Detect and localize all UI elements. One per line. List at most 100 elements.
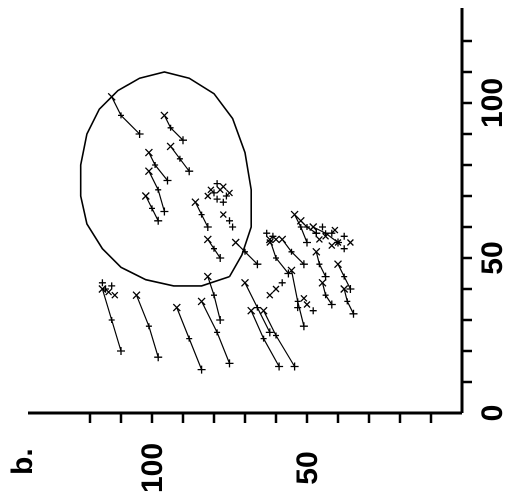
cross-marker (265, 235, 274, 244)
cross-marker (203, 272, 212, 281)
cross-marker (290, 210, 299, 219)
plus-marker (278, 279, 286, 287)
trail (144, 167, 169, 216)
plus-marker (254, 304, 261, 311)
cross-marker (207, 186, 215, 194)
cross-marker (266, 291, 274, 299)
cross-marker (340, 285, 349, 293)
trail (340, 285, 358, 318)
cross-marker (272, 235, 280, 243)
plus-marker (185, 167, 194, 176)
trail (312, 247, 330, 281)
plus-marker (214, 329, 221, 336)
x-tick-label: 50 (476, 241, 509, 274)
cross-marker (259, 306, 268, 315)
plus-marker (211, 292, 217, 299)
trail (334, 260, 355, 293)
cross-marker (231, 238, 240, 247)
plus-marker (117, 347, 125, 355)
plus-marker (167, 124, 174, 131)
plus-marker (163, 176, 172, 185)
plus-marker (340, 232, 348, 240)
plus-marker (284, 269, 293, 278)
trail-line (148, 170, 165, 212)
trail (231, 238, 262, 269)
trail (290, 210, 311, 247)
plus-marker (211, 245, 217, 252)
trail (265, 235, 293, 278)
trail (172, 303, 206, 374)
plus-marker (275, 362, 284, 371)
trail-line (207, 276, 221, 321)
cross-marker (144, 167, 153, 176)
plus-marker (290, 362, 299, 371)
plus-marker (265, 328, 274, 337)
trail (141, 192, 163, 225)
cross-marker (203, 235, 212, 244)
plus-marker (269, 232, 277, 240)
plus-marker (309, 307, 317, 315)
cross-marker (312, 247, 321, 256)
cross-marker (160, 111, 169, 120)
plus-marker (149, 205, 155, 212)
plus-marker (160, 207, 169, 216)
trail (259, 306, 299, 371)
cross-marker (300, 294, 308, 302)
cross-marker (328, 242, 336, 250)
trail (247, 306, 284, 371)
cross-marker (197, 297, 206, 306)
plus-marker (303, 238, 311, 247)
cross-marker (331, 226, 339, 234)
cross-marker (334, 239, 342, 246)
cluster-layer (98, 180, 354, 315)
x-tick-label: 0 (476, 405, 509, 422)
cross-marker (266, 239, 274, 246)
plus-marker (152, 162, 159, 168)
plus-marker (216, 316, 225, 324)
plus-marker (98, 279, 106, 287)
trail (278, 235, 308, 269)
plus-marker (273, 332, 279, 339)
plus-marker (102, 285, 109, 293)
cross-marker (219, 211, 227, 219)
trail (107, 92, 144, 138)
axes: 0 50 100 50 100 (28, 8, 509, 493)
plus-marker (108, 282, 116, 290)
plus-marker (288, 248, 295, 255)
cross-marker (226, 189, 233, 197)
plus-marker (145, 323, 152, 330)
plus-marker (294, 298, 301, 305)
plus-marker (210, 189, 218, 197)
plus-marker (219, 198, 227, 206)
plus-marker (299, 260, 308, 269)
cross-marker (107, 92, 116, 101)
panel-layer: b. (6, 448, 39, 475)
trail (98, 285, 125, 355)
y-tick-label: 50 (291, 451, 324, 484)
plus-marker (253, 260, 262, 269)
trail (241, 278, 274, 337)
cross-marker (141, 192, 150, 200)
plus-marker (216, 254, 225, 262)
panel-label: b. (6, 448, 39, 475)
plus-marker (299, 322, 308, 331)
trail (160, 111, 187, 145)
plus-marker (327, 300, 336, 309)
plus-marker (319, 223, 326, 231)
plus-marker (198, 211, 205, 218)
trail (318, 278, 336, 309)
cross-marker (278, 235, 287, 244)
cross-marker (334, 260, 342, 269)
plus-marker (344, 298, 351, 305)
cross-marker (105, 288, 113, 296)
trail (203, 235, 225, 262)
trail-line (321, 282, 333, 305)
cross-marker (166, 142, 175, 151)
plus-marker (316, 261, 323, 268)
plus-marker (312, 229, 320, 237)
plus-marker (176, 155, 183, 162)
plus-marker (322, 230, 329, 237)
cross-marker (191, 198, 200, 207)
plus-marker (179, 136, 187, 145)
plus-marker (341, 273, 348, 280)
